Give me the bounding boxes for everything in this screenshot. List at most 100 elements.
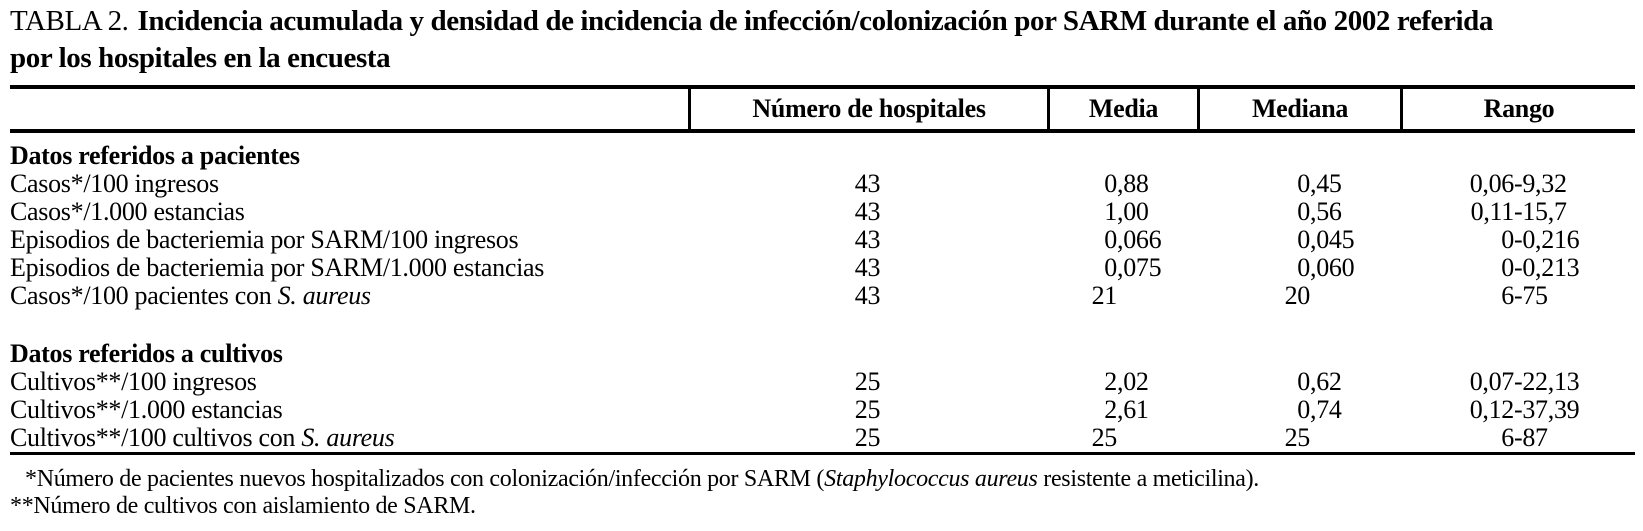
value-right: -37,39 bbox=[1514, 395, 1580, 424]
value-right: ,74 bbox=[1310, 395, 1342, 424]
header-cell-empty bbox=[10, 89, 688, 129]
value-right: ,060 bbox=[1310, 253, 1355, 282]
row-label: Cultivos**/100 cultivos con S. aureus bbox=[10, 424, 688, 452]
table-number-label: TABLA 2. bbox=[10, 5, 129, 37]
cell-hospitales: 25 bbox=[854, 367, 881, 396]
table-title-text: Incidencia acumulada y densidad de incid… bbox=[137, 5, 1494, 37]
cell-rango: 0 -0,213 bbox=[1400, 254, 1635, 282]
cell-hospitales: 43 bbox=[854, 197, 881, 226]
table-header-row: Número de hospitales Media Mediana Rango bbox=[10, 85, 1635, 133]
value-right: ,066 bbox=[1117, 225, 1162, 254]
cell-rango: 0,11 -15,7 bbox=[1400, 198, 1635, 226]
cell-mediana: 25 bbox=[1197, 424, 1400, 452]
table-title: TABLA 2. Incidencia acumulada y densidad … bbox=[10, 3, 1493, 77]
cell-hospitales: 25 bbox=[854, 395, 881, 424]
table-body: Datos referidos a pacientes Casos*/100 in… bbox=[10, 133, 1635, 455]
table-row: Cultivos**/1.000 estancias 25 2,61 0,74 0,12… bbox=[10, 396, 1635, 424]
cell-media: 1,00 bbox=[1047, 198, 1197, 226]
cell-media: 21 bbox=[1047, 282, 1197, 310]
value-right: -22,13 bbox=[1514, 367, 1580, 396]
row-label-text: Casos*/100 ingresos bbox=[10, 169, 219, 198]
value-left: 0,07 bbox=[1469, 367, 1515, 396]
value-left: 0 bbox=[1297, 253, 1310, 282]
cell-hospitales: 43 bbox=[854, 169, 881, 198]
value-left: 0 bbox=[1297, 225, 1310, 254]
cell-rango: 0 -0,216 bbox=[1400, 226, 1635, 254]
row-label: Cultivos**/1.000 estancias bbox=[10, 396, 688, 424]
value-left: 0 bbox=[1501, 225, 1514, 254]
cell-hospitales: 25 bbox=[854, 423, 881, 452]
cell-hospitales: 43 bbox=[854, 253, 881, 282]
value-left: 0 bbox=[1297, 367, 1310, 396]
cell-rango: 6 -75 bbox=[1400, 282, 1635, 310]
value-left: 0 bbox=[1297, 395, 1310, 424]
value-left: 6 bbox=[1501, 423, 1514, 452]
cell-rango: 6 -87 bbox=[1400, 424, 1635, 452]
value-right: -75 bbox=[1514, 281, 1548, 310]
data-table: Número de hospitales Media Mediana Rango… bbox=[10, 85, 1635, 455]
table-row: Episodios de bacteriemia por SARM/1.000 … bbox=[10, 254, 1635, 282]
empty-cell bbox=[1047, 340, 1197, 368]
value-left: 25 bbox=[1284, 423, 1311, 452]
section-header-label: Datos referidos a pacientes bbox=[10, 141, 300, 170]
value-left: 0,11 bbox=[1470, 197, 1515, 226]
row-label: Casos*/100 pacientes con S. aureus bbox=[10, 282, 688, 310]
footnote-1-tail: resistente a meticilina). bbox=[1037, 466, 1260, 492]
empty-cell bbox=[1400, 340, 1635, 368]
value-right: -0,216 bbox=[1514, 225, 1580, 254]
cell-media: 0,075 bbox=[1047, 254, 1197, 282]
value-right: ,075 bbox=[1117, 253, 1162, 282]
cell-hospitales: 43 bbox=[854, 225, 881, 254]
value-right: ,62 bbox=[1310, 367, 1342, 396]
row-label-text: Episodios de bacteriemia por SARM/100 in… bbox=[10, 225, 519, 254]
empty-cell bbox=[1197, 340, 1400, 368]
value-right: -9,32 bbox=[1514, 169, 1567, 198]
table-row: Cultivos**/100 cultivos con S. aureus 25 2… bbox=[10, 424, 1635, 452]
value-right: -15,7 bbox=[1514, 197, 1567, 226]
header-cell-hospitales: Número de hospitales bbox=[688, 89, 1047, 129]
cell-media: 2,02 bbox=[1047, 368, 1197, 396]
row-label-text: Casos*/100 pacientes con bbox=[10, 281, 278, 310]
cell-rango: 0,06 -9,32 bbox=[1400, 170, 1635, 198]
cell-rango: 0,12 -37,39 bbox=[1400, 396, 1635, 424]
value-right: ,02 bbox=[1117, 367, 1149, 396]
table-row: Cultivos**/100 ingresos 25 2,02 0,62 0,07 -22… bbox=[10, 368, 1635, 396]
header-cell-mediana: Mediana bbox=[1197, 89, 1400, 129]
empty-cell bbox=[1400, 142, 1635, 170]
footnote-1: *Número de pacientes nuevos hospitalizad… bbox=[10, 466, 1259, 493]
value-left: 0 bbox=[1104, 225, 1117, 254]
table-row: Casos*/100 ingresos 43 0,88 0,45 0,06 -9,32 bbox=[10, 170, 1635, 198]
value-right: -87 bbox=[1514, 423, 1548, 452]
table-row: Episodios de bacteriemia por SARM/100 in… bbox=[10, 226, 1635, 254]
empty-cell bbox=[688, 142, 1047, 170]
cell-mediana: 0,045 bbox=[1197, 226, 1400, 254]
cell-media: 25 bbox=[1047, 424, 1197, 452]
empty-cell bbox=[1047, 142, 1197, 170]
row-label-italic: S. aureus bbox=[301, 423, 395, 452]
value-left: 0,12 bbox=[1469, 395, 1515, 424]
value-left: 2 bbox=[1104, 395, 1117, 424]
table-title-line-2: por los hospitales en la encuesta bbox=[10, 42, 391, 74]
section-header-row: Datos referidos a cultivos bbox=[10, 340, 1635, 368]
footnotes: *Número de pacientes nuevos hospitalizad… bbox=[10, 466, 1259, 520]
section-header-label: Datos referidos a cultivos bbox=[10, 339, 283, 368]
empty-cell bbox=[688, 340, 1047, 368]
row-label-text: Cultivos**/1.000 estancias bbox=[10, 395, 283, 424]
cell-mediana: 0,060 bbox=[1197, 254, 1400, 282]
cell-media: 2,61 bbox=[1047, 396, 1197, 424]
cell-media: 0,88 bbox=[1047, 170, 1197, 198]
table-row: Casos*/1.000 estancias 43 1,00 0,56 0,11 -15,… bbox=[10, 198, 1635, 226]
value-left: 20 bbox=[1284, 281, 1311, 310]
row-label: Cultivos**/100 ingresos bbox=[10, 368, 688, 396]
value-right: ,00 bbox=[1117, 197, 1149, 226]
row-label: Episodios de bacteriemia por SARM/100 in… bbox=[10, 226, 688, 254]
row-label: Episodios de bacteriemia por SARM/1.000 … bbox=[10, 254, 688, 282]
value-left: 0 bbox=[1297, 197, 1310, 226]
table-title-line-1: TABLA 2. Incidencia acumulada y densidad … bbox=[10, 3, 1493, 40]
row-label-text: Casos*/1.000 estancias bbox=[10, 197, 245, 226]
row-label-text: Episodios de bacteriemia por SARM/1.000 … bbox=[10, 253, 545, 282]
header-cell-rango: Rango bbox=[1400, 89, 1635, 129]
value-left: 0 bbox=[1104, 169, 1117, 198]
cell-media: 0,066 bbox=[1047, 226, 1197, 254]
